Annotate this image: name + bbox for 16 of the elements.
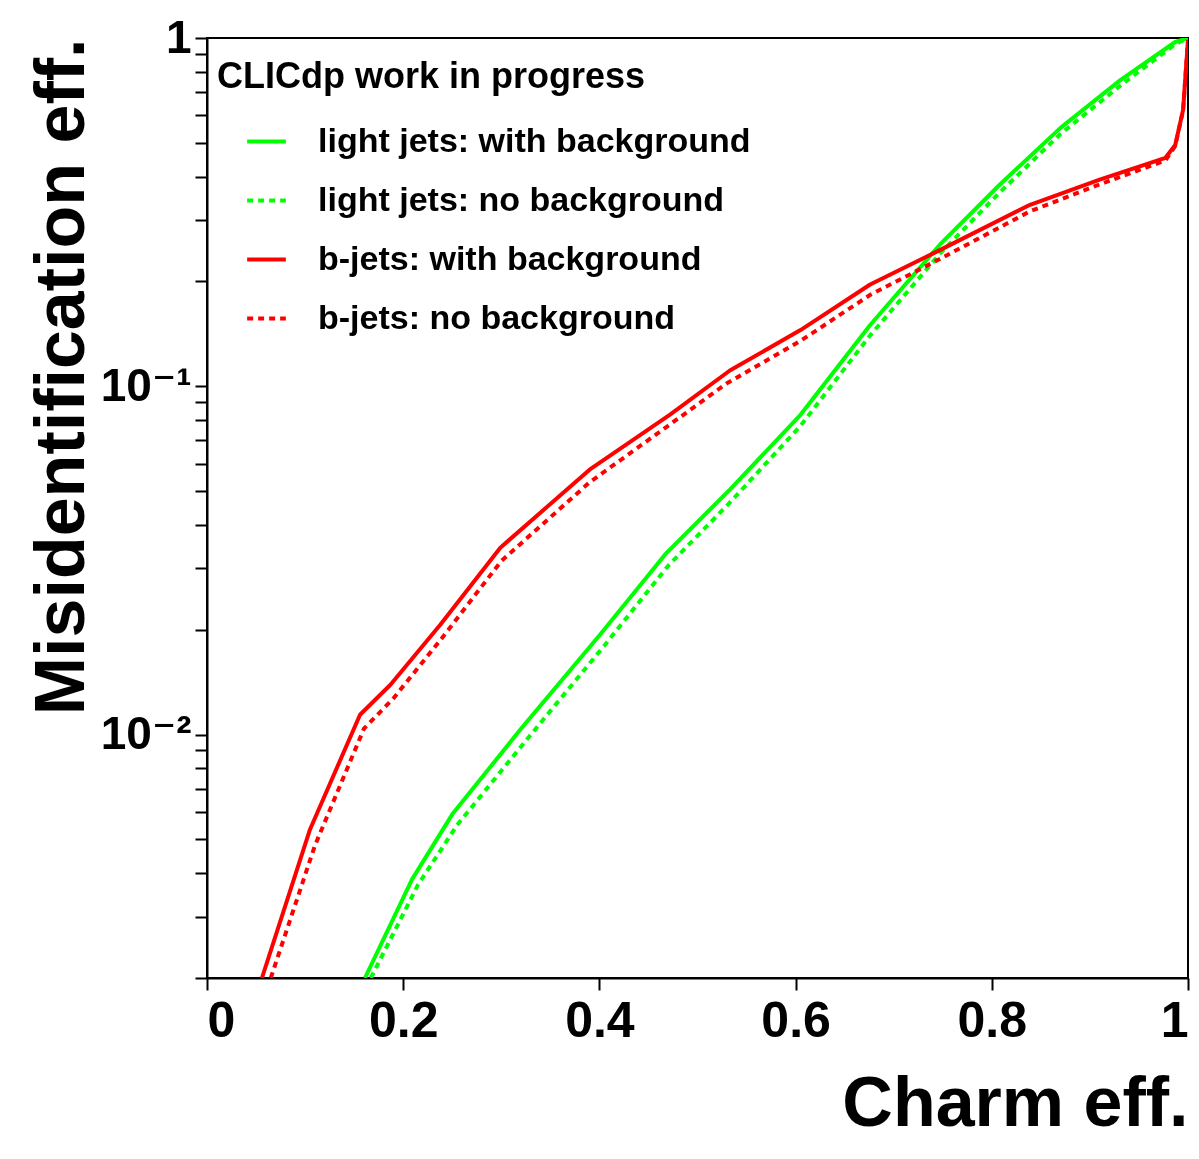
x-tick-label: 0.4 (565, 991, 635, 1048)
x-tick-label: 0.6 (761, 991, 831, 1048)
x-tick-label: 0.8 (957, 991, 1028, 1048)
x-tick-label: 0.2 (368, 991, 439, 1048)
legend-label: light jets: no background (318, 179, 725, 218)
y-tick-label: 10⁻² (100, 707, 192, 760)
y-axis-title: Misidentification eff. (20, 38, 99, 716)
legend-label: b-jets: with background (318, 238, 702, 277)
y-tick-label: 10⁻¹ (100, 358, 192, 411)
legend-label: light jets: with background (318, 120, 751, 159)
y-tick-label: 1 (165, 10, 192, 63)
x-tick-label: 0 (207, 991, 236, 1048)
x-axis-title: Charm eff. (842, 1062, 1189, 1141)
legend-label: b-jets: no background (318, 297, 675, 336)
x-tick-label: 1 (1160, 991, 1189, 1048)
annotation: CLICdp work in progress (217, 55, 646, 96)
